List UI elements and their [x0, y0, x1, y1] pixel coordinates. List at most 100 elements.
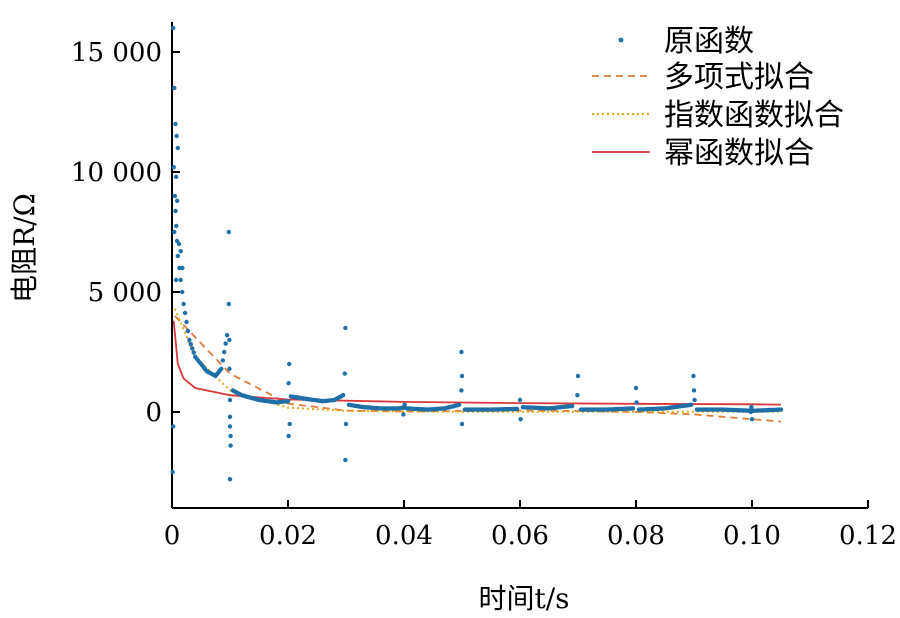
data-point [223, 341, 228, 346]
data-point [688, 402, 694, 407]
data-point [224, 333, 230, 338]
data-point [172, 85, 177, 91]
data-point [459, 388, 464, 393]
data-point [456, 402, 462, 407]
data-point [184, 319, 189, 325]
y-tick-label: 0 [145, 398, 162, 428]
data-point [691, 373, 696, 379]
data-point [191, 350, 196, 355]
legend-marker-points [618, 37, 624, 43]
legend-label: 幂函数拟合 [664, 136, 814, 171]
data-point [634, 400, 639, 405]
data-point [518, 417, 523, 422]
data-point [401, 412, 406, 417]
data-point [575, 373, 581, 379]
data-point [227, 477, 233, 482]
data-point [178, 277, 183, 283]
data-point [287, 361, 292, 367]
data-point [517, 397, 523, 403]
x-axis-title: 时间t/s [478, 582, 569, 615]
data-point [175, 198, 180, 203]
data-point [749, 405, 754, 410]
data-point [172, 229, 177, 235]
x-tick-label: 0.02 [259, 521, 317, 551]
x-tick-label: 0.06 [491, 521, 549, 551]
data-point [172, 193, 178, 199]
data-point [228, 433, 233, 439]
data-point [226, 229, 231, 235]
legend-label: 原函数 [664, 24, 754, 59]
data-point [692, 397, 697, 403]
data-point [227, 397, 233, 403]
data-point [227, 424, 233, 429]
data-point [222, 349, 227, 355]
data-point [227, 337, 232, 343]
data-point [228, 443, 233, 448]
data-point [174, 133, 179, 139]
data-point [749, 417, 755, 422]
data-point [402, 402, 407, 407]
data-point [182, 310, 188, 316]
legend-label: 多项式拟合 [664, 60, 814, 95]
axes: 15 000 10 000 5 000 0 0 0.02 0.04 0.06 0.08 0.10 0… [71, 22, 897, 551]
data-point [175, 145, 180, 151]
data-point [190, 346, 195, 351]
data-point [343, 457, 348, 463]
data-point [459, 421, 465, 427]
data-point [176, 241, 182, 247]
data-point [691, 388, 697, 393]
data-point [173, 121, 178, 127]
x-tick-label: 0 [164, 521, 181, 551]
data-point [286, 433, 291, 439]
x-tick-label: 0.08 [607, 521, 665, 551]
data-point [188, 342, 193, 347]
data-point [778, 407, 784, 412]
data-point [633, 385, 639, 391]
data-point [630, 406, 636, 411]
x-tick-label: 0.12 [839, 521, 897, 551]
data-point [343, 325, 348, 331]
data-point [227, 414, 233, 419]
fit-line-3 [172, 320, 782, 406]
data-point [219, 366, 224, 371]
data-point [342, 371, 347, 376]
data-point [340, 393, 346, 398]
data-point [171, 165, 176, 170]
data-point [575, 393, 580, 398]
y-tick-label: 15 000 [71, 38, 162, 68]
data-point [173, 277, 179, 283]
data-point [459, 373, 465, 379]
data-point [185, 328, 191, 334]
data-point [285, 399, 291, 404]
y-axis-title: 电阻R/Ω [8, 193, 41, 303]
data-point [227, 366, 232, 371]
x-tick-label: 0.04 [375, 521, 433, 551]
data-point [748, 409, 753, 415]
y-tick-label: 5 000 [88, 278, 162, 308]
data-point [514, 406, 520, 412]
data-point [287, 421, 292, 427]
data-point [173, 174, 179, 179]
data-point [175, 253, 180, 259]
data-point [187, 337, 192, 343]
raw-data-points [170, 25, 784, 482]
data-point [181, 301, 186, 307]
data-point [459, 349, 464, 355]
data-point [171, 25, 176, 31]
data-point [226, 301, 231, 307]
legend-label: 指数函数拟合 [664, 98, 844, 133]
data-point [173, 208, 178, 214]
data-point [180, 289, 185, 295]
x-tick-label: 0.10 [723, 521, 781, 551]
data-point [286, 381, 291, 386]
data-point [170, 469, 175, 475]
data-point [171, 424, 176, 429]
data-point [220, 358, 225, 363]
data-point [570, 403, 575, 409]
y-tick-label: 10 000 [71, 158, 162, 188]
data-point [178, 249, 183, 254]
data-point [343, 421, 349, 427]
fit-line-2 [173, 308, 781, 413]
